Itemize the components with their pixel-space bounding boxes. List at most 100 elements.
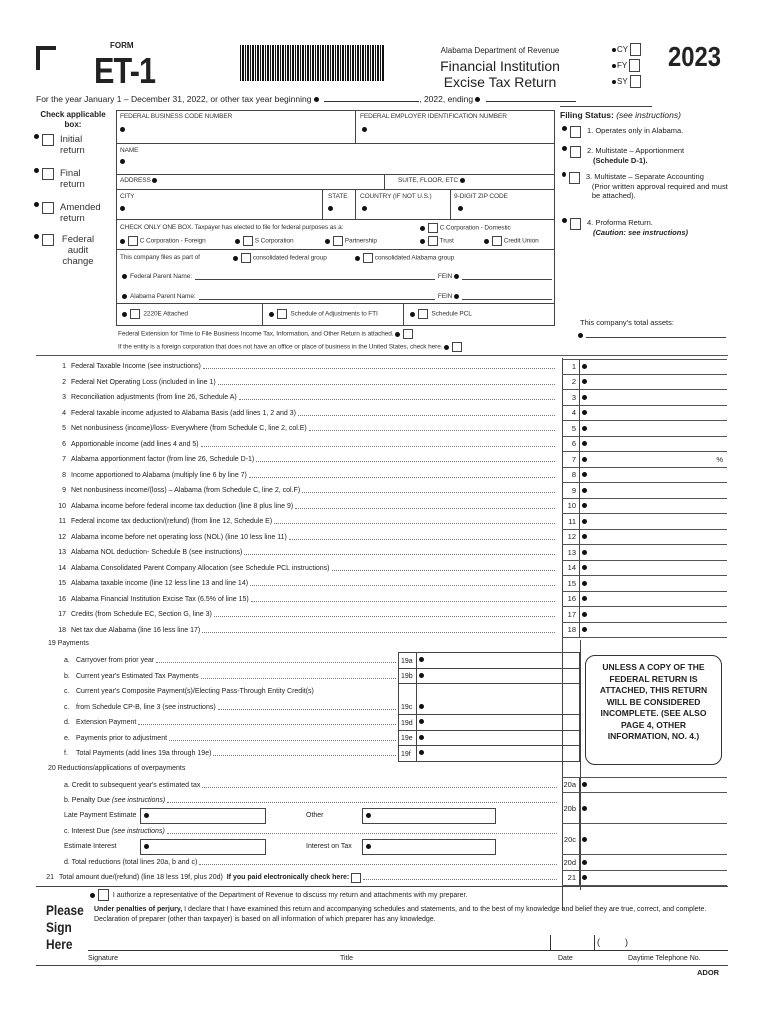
authorize-checkbox[interactable]: I authorize a representative of the Depa… (90, 889, 467, 901)
alabama-parent-fein-field[interactable] (462, 292, 552, 300)
schedule-pcl-checkbox[interactable]: Schedule PCL (410, 309, 472, 319)
line-19e-amount[interactable]: 19e (398, 730, 580, 746)
line-3-amount[interactable]: 3 (562, 390, 727, 406)
line-20c-amount[interactable]: 20c (562, 824, 727, 855)
consolidated-alabama-checkbox[interactable]: consolidated Alabama group (355, 253, 454, 263)
line-12: 12 Alabama income before net operating lo… (52, 530, 557, 545)
tax-year-line: For the year January 1 – December 31, 20… (36, 94, 576, 104)
federal-audit-change-checkbox[interactable]: Federal audit change (34, 234, 104, 267)
partnership-checkbox[interactable]: Partnership (325, 236, 377, 246)
zip-field[interactable] (458, 205, 553, 217)
line-10-amount[interactable]: 10 (562, 498, 727, 514)
alabama-parent-row: Alabama Parent Name: FEIN (122, 292, 552, 300)
line-19b-amount[interactable]: 19b (398, 668, 580, 684)
federal-parent-row: Federal Parent Name: FEIN (122, 272, 552, 280)
line-11-amount[interactable]: 11 (562, 514, 727, 530)
filing-status-note: (Schedule D-1). (593, 155, 648, 165)
other-penalty-field[interactable] (362, 808, 496, 824)
line-18-amount[interactable]: 18 (562, 622, 727, 638)
entity-info-box (116, 110, 555, 326)
line-20d: d. Total reductions (total lines 20a, b … (64, 855, 559, 870)
schedule-adjustments-checkbox[interactable]: Schedule of Adjustments to FTI (269, 309, 378, 319)
line-6-amount[interactable]: 6 (562, 436, 727, 452)
federal-parent-fein-field[interactable] (462, 272, 552, 280)
end-date-field[interactable] (485, 101, 576, 102)
files-as-part-label: This company files as part of (120, 254, 200, 261)
line-20d-amount[interactable]: 20d (562, 855, 727, 871)
line-2-amount[interactable]: 2 (562, 374, 727, 390)
line-5-amount[interactable]: 5 (562, 421, 727, 437)
total-assets-field[interactable] (578, 332, 726, 338)
fein-field[interactable] (362, 126, 552, 140)
line-19a-amount[interactable]: 19a (398, 653, 580, 669)
line-19d-amount[interactable]: 19d (398, 715, 580, 731)
paid-electronically-checkbox[interactable] (351, 872, 362, 883)
country-field[interactable] (362, 205, 447, 217)
line-14-amount[interactable]: 14 (562, 560, 727, 576)
interest-on-tax-field[interactable] (362, 839, 496, 855)
filing-status-option-3[interactable]: 3. Multistate – Separate Accounting (Prio… (562, 172, 732, 201)
c-corp-foreign-checkbox[interactable]: C Corporation - Foreign (120, 236, 206, 246)
c-corp-domestic-checkbox[interactable]: C Corporation - Domestic (420, 223, 511, 233)
amended-return-checkbox[interactable]: Amended return (34, 202, 116, 224)
initial-return-checkbox[interactable]: Initial return (34, 134, 104, 156)
line-21-amount[interactable]: 21 (562, 870, 727, 886)
line-21: 21 Total amount due/(refund) (line 18 les… (40, 870, 559, 885)
line-19e: e. Payments prior to adjustment (64, 731, 398, 746)
date-label: Date (558, 955, 573, 962)
line-7-amount[interactable]: 7% (562, 452, 727, 468)
fbcn-field[interactable] (120, 126, 350, 140)
period-fy[interactable]: FY (612, 58, 641, 74)
extension-checkbox[interactable]: Federal Extension for Time to File Busin… (118, 329, 414, 339)
check-one-label: CHECK ONLY ONE BOX. Taxpayer has elected… (120, 224, 344, 231)
line-2: 2 Federal Net Operating Loss (included in… (52, 375, 557, 390)
line-20b: b. Penalty Due (see instructions) (64, 793, 559, 808)
name-field[interactable] (120, 158, 550, 172)
line-19c-amount[interactable]: 19c (398, 684, 580, 715)
line-19f-amount[interactable]: 19f (398, 746, 580, 762)
filing-status-text: 3. Multistate – Separate Accounting (585, 172, 704, 181)
period-cy[interactable]: CY (612, 42, 642, 58)
line-12-amount[interactable]: 12 (562, 529, 727, 545)
line-8-amount[interactable]: 8 (562, 467, 727, 483)
line-18: 18 Net tax due Alabama (line 16 less line… (52, 623, 557, 638)
line-4: 4 Federal taxable income adjusted to Alab… (52, 406, 557, 421)
final-return-checkbox[interactable]: Final return (34, 168, 104, 190)
line-13-amount[interactable]: 13 (562, 545, 727, 561)
line-20a-amount[interactable]: 20a (562, 777, 727, 793)
period-sy[interactable]: SY (612, 74, 641, 90)
line-16-amount[interactable]: 16 (562, 591, 727, 607)
line-20b-amount[interactable]: 20b (562, 793, 727, 824)
estimate-interest-field[interactable] (140, 839, 266, 855)
city-field[interactable] (120, 205, 315, 217)
line-9-amount[interactable]: 9 (562, 483, 727, 499)
foreign-corp-checkbox[interactable]: If the entity is a foreign corporation t… (118, 342, 463, 352)
filing-status-text: 1. Operates only in Alabama. (587, 126, 684, 135)
federal-parent-name-field[interactable] (194, 272, 435, 280)
state-field[interactable] (328, 205, 350, 217)
late-payment-estimate-field[interactable] (140, 808, 266, 824)
line-19c: c. from Schedule CP-B, line 3 (see instru… (64, 700, 398, 715)
suite-field[interactable]: SUITE, FLOOR, ETC (398, 177, 468, 184)
phone-field[interactable]: ( ) (597, 937, 628, 947)
phone-label: Daytime Telephone No. (628, 955, 701, 962)
filing-status-option-4[interactable]: 4. Proforma Return. (Caution: see instruc… (562, 218, 732, 237)
line-4-amount[interactable]: 4 (562, 405, 727, 421)
line-17-amount[interactable]: 17 (562, 607, 727, 623)
filing-status-option-1[interactable]: 1. Operates only in Alabama. (562, 126, 732, 145)
line-17: 17 Credits (from Schedule EC, Section G, … (52, 607, 557, 622)
address-field[interactable]: ADDRESS (120, 177, 160, 184)
line-15-amount[interactable]: 15 (562, 576, 727, 592)
line-10: 10 Alabama income before federal income t… (52, 499, 557, 514)
alabama-parent-name-field[interactable] (198, 292, 435, 300)
consolidated-federal-checkbox[interactable]: consolidated federal group (233, 253, 327, 263)
line-1-amount[interactable]: 1 (562, 359, 727, 375)
2220e-attached-checkbox[interactable]: 2220E Attached (122, 309, 188, 319)
s-corp-checkbox[interactable]: S Corporation (235, 236, 294, 246)
begin-date-field[interactable] (324, 101, 420, 102)
credit-union-checkbox[interactable]: Credit Union (484, 236, 539, 246)
estimate-interest-label: Estimate Interest (64, 843, 117, 850)
filing-status-option-2[interactable]: 2. Multistate – Apportionment (Schedule D… (562, 146, 732, 165)
trust-checkbox[interactable]: Trust (420, 236, 454, 246)
federal-return-notice: UNLESS A COPY OF THE FEDERAL RETURN IS A… (585, 655, 722, 765)
